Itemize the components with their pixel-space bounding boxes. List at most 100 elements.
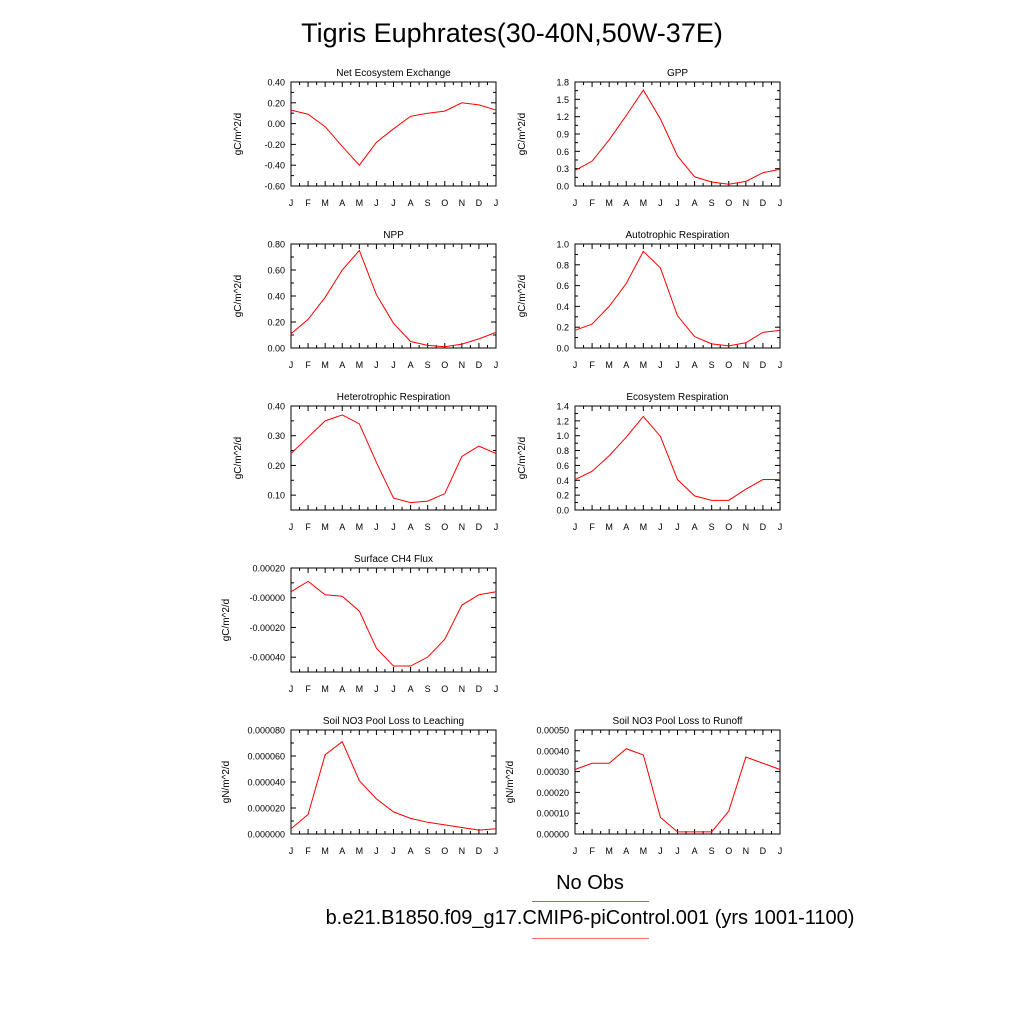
x-tick-label: J bbox=[391, 198, 396, 208]
x-tick-label: J bbox=[289, 198, 294, 208]
x-tick-label: S bbox=[709, 522, 715, 532]
x-tick-label: J bbox=[289, 684, 294, 694]
x-tick-label: F bbox=[305, 360, 311, 370]
x-tick-label: M bbox=[321, 198, 329, 208]
x-tick-label: F bbox=[305, 684, 311, 694]
x-tick-label: S bbox=[425, 684, 431, 694]
x-tick-label: M bbox=[640, 198, 648, 208]
series-line bbox=[290, 580, 497, 667]
y-tick-label: 0.00020 bbox=[252, 564, 285, 574]
y-tick-label: 0.000020 bbox=[247, 804, 285, 814]
y-axis-label: gC/m^2/d bbox=[221, 599, 232, 642]
y-tick-label: -0.00000 bbox=[249, 593, 285, 603]
x-tick-label: M bbox=[356, 846, 364, 856]
series-line bbox=[290, 249, 497, 348]
y-tick-label: 0.00 bbox=[267, 344, 285, 354]
x-tick-label: J bbox=[494, 522, 499, 532]
x-tick-label: A bbox=[623, 198, 629, 208]
x-tick-label: F bbox=[305, 198, 311, 208]
y-tick-label: 0.8 bbox=[556, 446, 569, 456]
x-tick-label: O bbox=[441, 684, 448, 694]
x-tick-label: M bbox=[605, 522, 613, 532]
x-tick-label: D bbox=[760, 846, 767, 856]
x-tick-label: J bbox=[675, 522, 680, 532]
x-tick-label: M bbox=[321, 522, 329, 532]
y-tick-label: 0.40 bbox=[267, 78, 285, 88]
y-tick-label: 0.00020 bbox=[536, 788, 569, 798]
plot-frame bbox=[574, 81, 781, 187]
chart-title: Heterotrophic Respiration bbox=[337, 392, 450, 403]
x-tick-label: D bbox=[476, 522, 483, 532]
x-tick-label: J bbox=[289, 360, 294, 370]
x-tick-label: M bbox=[321, 684, 329, 694]
y-tick-label: 0.00 bbox=[267, 119, 285, 129]
x-tick-label: A bbox=[339, 198, 345, 208]
x-tick-label: O bbox=[441, 198, 448, 208]
y-tick-label: 0.0 bbox=[556, 506, 569, 516]
y-tick-label: 0.6 bbox=[556, 281, 569, 291]
y-tick-label: 1.0 bbox=[556, 240, 569, 250]
x-tick-label: M bbox=[356, 198, 364, 208]
x-tick-label: O bbox=[725, 846, 732, 856]
y-axis-label: gC/m^2/d bbox=[233, 275, 244, 318]
plot-frame bbox=[290, 243, 497, 349]
x-tick-label: M bbox=[605, 198, 613, 208]
y-tick-label: 0.000060 bbox=[247, 752, 285, 762]
plot-frame bbox=[290, 81, 497, 187]
x-tick-label: J bbox=[391, 360, 396, 370]
x-tick-label: S bbox=[709, 846, 715, 856]
x-tick-label: M bbox=[356, 684, 364, 694]
chart-title: Surface CH4 Flux bbox=[354, 554, 433, 565]
x-tick-label: J bbox=[573, 198, 578, 208]
page-title: Tigris Euphrates(30-40N,50W-37E) bbox=[301, 18, 723, 48]
x-tick-label: J bbox=[573, 522, 578, 532]
x-tick-label: J bbox=[494, 360, 499, 370]
y-axis-label: gC/m^2/d bbox=[517, 437, 528, 480]
y-tick-label: 0.8 bbox=[556, 260, 569, 270]
y-tick-label: -0.00040 bbox=[249, 653, 285, 663]
x-tick-label: A bbox=[692, 522, 698, 532]
x-tick-label: F bbox=[589, 846, 595, 856]
y-tick-label: -0.40 bbox=[264, 161, 285, 171]
chart-title: Ecosystem Respiration bbox=[626, 392, 728, 403]
x-tick-label: S bbox=[425, 522, 431, 532]
x-tick-label: M bbox=[321, 360, 329, 370]
x-tick-label: F bbox=[589, 522, 595, 532]
y-tick-label: 0.40 bbox=[267, 292, 285, 302]
y-tick-label: 0.60 bbox=[267, 266, 285, 276]
y-axis-label: gC/m^2/d bbox=[517, 113, 528, 156]
x-tick-label: J bbox=[573, 360, 578, 370]
x-tick-label: A bbox=[692, 198, 698, 208]
y-axis-label: gC/m^2/d bbox=[517, 275, 528, 318]
x-tick-label: N bbox=[743, 360, 750, 370]
y-tick-label: 0.00010 bbox=[536, 809, 569, 819]
x-tick-label: D bbox=[760, 360, 767, 370]
x-tick-label: O bbox=[441, 522, 448, 532]
chart-title: NPP bbox=[383, 230, 404, 241]
x-tick-label: O bbox=[441, 360, 448, 370]
legend-model-line bbox=[532, 938, 649, 939]
y-tick-label: 0.3 bbox=[556, 164, 569, 174]
y-tick-label: 1.8 bbox=[556, 78, 569, 88]
chart-title: Net Ecosystem Exchange bbox=[336, 68, 451, 79]
x-tick-label: M bbox=[640, 846, 648, 856]
x-tick-label: A bbox=[339, 522, 345, 532]
chart-title: Soil NO3 Pool Loss to Runoff bbox=[613, 716, 743, 727]
plot-frame bbox=[574, 405, 781, 511]
y-tick-label: -0.20 bbox=[264, 140, 285, 150]
x-tick-label: M bbox=[640, 360, 648, 370]
x-tick-label: J bbox=[658, 198, 663, 208]
x-tick-label: S bbox=[709, 360, 715, 370]
x-tick-label: M bbox=[321, 846, 329, 856]
y-tick-label: 0.00000 bbox=[536, 830, 569, 840]
y-tick-label: 0.0 bbox=[556, 182, 569, 192]
y-tick-label: -0.60 bbox=[264, 182, 285, 192]
x-tick-label: M bbox=[640, 522, 648, 532]
x-tick-label: N bbox=[459, 522, 466, 532]
x-tick-label: J bbox=[391, 846, 396, 856]
x-tick-label: J bbox=[778, 198, 783, 208]
y-tick-label: 1.5 bbox=[556, 95, 569, 105]
